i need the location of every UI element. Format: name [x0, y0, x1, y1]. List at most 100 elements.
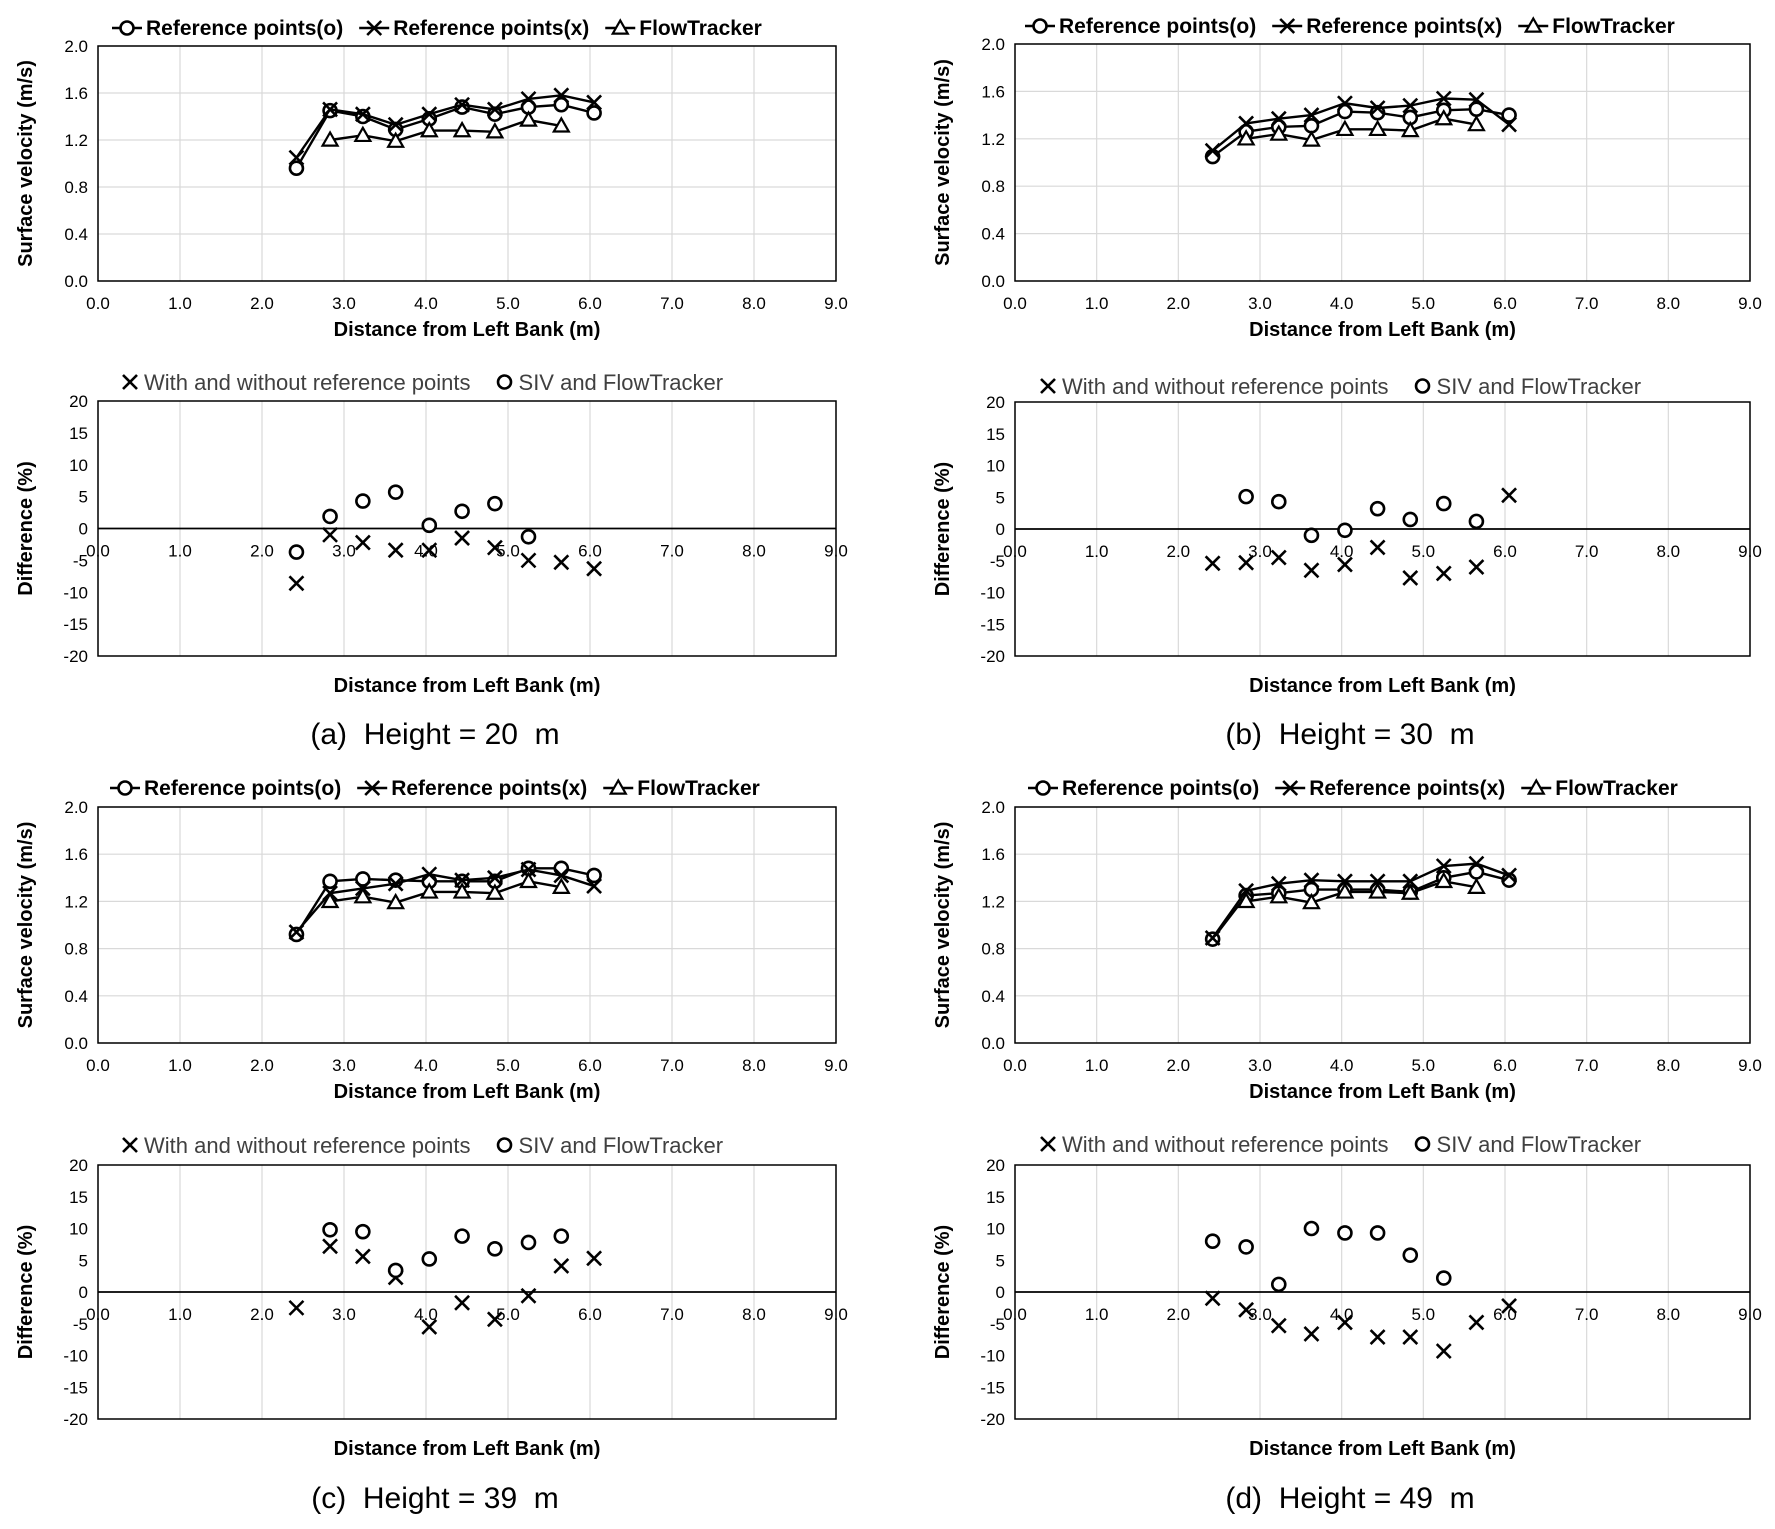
data-point-circle — [355, 493, 371, 509]
series-line-x — [1211, 97, 1510, 152]
data-point-circle — [1337, 1225, 1353, 1241]
x-tick-label: 5.0 — [496, 542, 520, 561]
x-axis-label: Distance from Left Bank (m) — [334, 1081, 601, 1103]
data-point-triangle — [320, 891, 340, 909]
legend-label: FlowTracker — [1552, 15, 1675, 38]
data-point-circle — [387, 484, 404, 500]
data-point-x — [454, 530, 470, 546]
y-tick-label: 0.0 — [64, 1034, 88, 1053]
data-point-x — [288, 1299, 305, 1316]
legend-label: FlowTracker — [637, 777, 760, 800]
x-tick-label: 1.0 — [168, 542, 192, 561]
data-point-circle — [322, 1221, 338, 1238]
data-point-x — [288, 575, 305, 592]
y-axis-label: Surface velocity (m/s) — [15, 822, 37, 1029]
y-tick-label: 0.8 — [64, 178, 88, 197]
data-point-circle — [387, 1262, 404, 1279]
x-tick-label: 6.0 — [578, 1056, 602, 1075]
data-point-triangle — [452, 120, 472, 138]
data-point-triangle — [1269, 124, 1289, 141]
data-point-x — [1501, 1298, 1518, 1314]
legend-label: Reference points(o) — [1059, 15, 1256, 38]
data-point-circle — [1369, 500, 1386, 517]
data-point-circle — [421, 1251, 438, 1267]
data-point-x — [1238, 882, 1255, 899]
data-point-circle — [288, 544, 305, 560]
y-tick-label: 15 — [986, 1188, 1005, 1207]
y-tick-label: 1.6 — [64, 84, 88, 103]
y-tick-label: 0.4 — [64, 225, 88, 244]
data-point-x — [1501, 487, 1518, 504]
data-point-triangle — [320, 130, 340, 147]
x-tick-label: 0.0 — [86, 1305, 110, 1324]
data-point-x — [1369, 1329, 1386, 1346]
x-tick-label: 7.0 — [1575, 294, 1599, 313]
x-tick-label: 1.0 — [168, 294, 192, 313]
data-point-x — [1204, 555, 1221, 572]
data-point-triangle — [519, 110, 538, 127]
panel2-velocity-chart: 0.0 0.4 0.8 1.2 1.6 2.0 0.0 1.0 2.0 3.0 4.0 5.0 6.0 7… — [15, 777, 848, 1103]
data-point-x — [1337, 95, 1353, 112]
x-tick-label: 9.0 — [1738, 1056, 1762, 1075]
data-point-circle — [487, 495, 503, 512]
data-point-circle — [1270, 493, 1287, 510]
y-tick-label: 0.0 — [64, 272, 88, 291]
legend-marker-circle — [1414, 378, 1431, 394]
legend: Reference points(o) Reference points(x) Fl… — [112, 17, 762, 40]
x-tick-label: 3.0 — [332, 1056, 356, 1075]
legend-marker-x — [1040, 378, 1056, 394]
data-point-x — [520, 90, 537, 107]
data-point-circle — [1402, 511, 1419, 528]
x-tick-label: 6.0 — [1493, 1056, 1517, 1075]
y-tick-label: -20 — [980, 647, 1005, 666]
data-point-triangle — [1467, 114, 1486, 132]
data-point-x — [1270, 549, 1287, 566]
x-tick-label: 1.0 — [168, 1305, 192, 1324]
x-tick-label: 8.0 — [742, 542, 766, 561]
x-axis-label: Distance from Left Bank (m) — [334, 319, 601, 341]
legend-marker-circle — [119, 20, 135, 36]
y-tick-label: -15 — [980, 1378, 1005, 1397]
data-point-x — [322, 1238, 338, 1255]
x-tick-label: 6.0 — [1493, 1305, 1517, 1324]
x-axis-label: Distance from Left Bank (m) — [1249, 319, 1516, 341]
y-tick-label: -15 — [63, 615, 88, 634]
data-point-x — [553, 554, 570, 571]
data-point-x — [1402, 569, 1419, 586]
y-tick-label: 0.4 — [981, 987, 1005, 1006]
data-point-x — [454, 1294, 470, 1311]
legend-label: Reference points(o) — [146, 17, 343, 40]
data-point-x — [1270, 110, 1287, 127]
y-tick-label: 0.0 — [981, 272, 1005, 291]
data-point-circle — [586, 867, 602, 884]
data-point-triangle — [1400, 883, 1420, 900]
data-point-circle — [288, 926, 305, 943]
x-tick-label: 6.0 — [578, 1305, 602, 1324]
plot-frame — [1014, 43, 1751, 282]
y-tick-label: -10 — [980, 1347, 1005, 1366]
data-point-triangle — [551, 116, 571, 133]
data-point-x — [421, 106, 438, 123]
data-point-x — [1435, 1343, 1452, 1359]
legend-marker-x — [364, 780, 381, 796]
plot-frame — [97, 45, 837, 282]
y-tick-label: 2.0 — [981, 798, 1005, 817]
x-tick-label: 3.0 — [332, 542, 356, 561]
data-point-x — [1369, 873, 1386, 890]
data-point-triangle — [419, 882, 439, 899]
legend: With and without reference points SIV and… — [122, 370, 724, 395]
legend-label: SIV and FlowTracker — [519, 370, 724, 395]
data-point-x — [288, 149, 305, 166]
x-tick-label: 4.0 — [414, 1305, 438, 1324]
y-tick-label: 1.2 — [64, 131, 88, 150]
data-point-x — [1435, 858, 1452, 874]
data-point-x — [1337, 1314, 1353, 1331]
legend: With and without reference points SIV and… — [1040, 1132, 1641, 1157]
data-point-circle — [1501, 107, 1517, 123]
y-tick-label: 2.0 — [981, 35, 1005, 54]
y-tick-label: 20 — [69, 1156, 88, 1175]
data-point-triangle — [1236, 129, 1256, 146]
caption-a: (a) Height = 20 m — [310, 718, 560, 751]
